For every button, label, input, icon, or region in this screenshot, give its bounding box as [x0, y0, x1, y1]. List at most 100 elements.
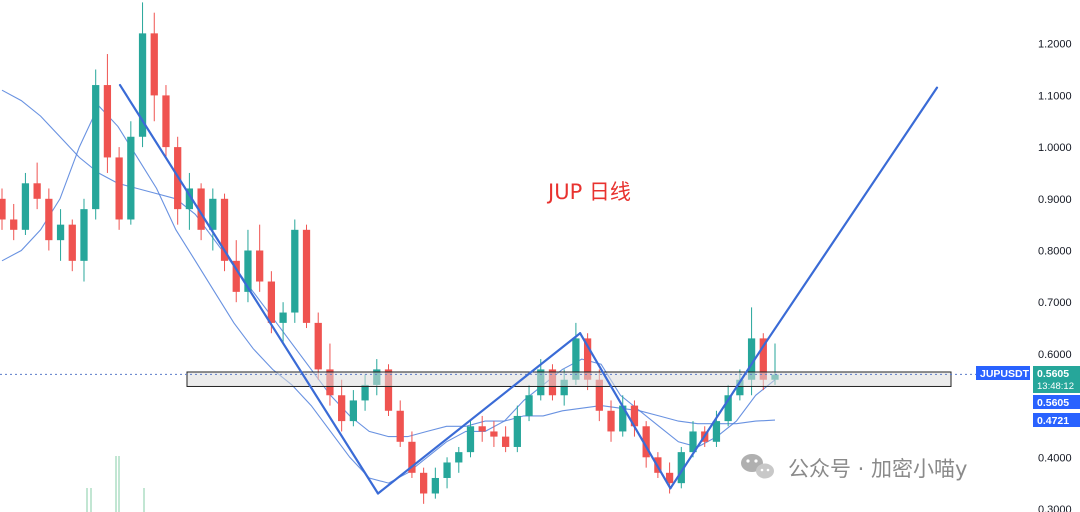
candle-body [583, 338, 592, 380]
candle-body [384, 369, 393, 411]
watermark-text: 公众号 · 加密小喵y [788, 457, 967, 481]
candle [0, 188, 6, 230]
volume-bar [143, 488, 145, 512]
candle-body [630, 405, 639, 427]
candle-body [736, 379, 744, 396]
candle-body [92, 85, 100, 210]
candle-body [560, 379, 568, 396]
candle-body [45, 198, 53, 241]
resistance-zone [0, 371, 1028, 387]
ma-value-badge: 0.5605 [1033, 395, 1080, 409]
candle-body [665, 472, 674, 484]
candle [232, 240, 240, 303]
moving-averages [1, 89, 776, 484]
ma2-value-label: 0.4721 [1037, 415, 1069, 427]
candle [162, 85, 170, 158]
candle [33, 162, 41, 210]
candle [349, 390, 357, 427]
watermark: 公众号 · 加密小喵y [741, 454, 967, 481]
candle-body [279, 312, 287, 323]
candle-body [0, 198, 6, 220]
candle-body [478, 426, 486, 432]
symbol-badge: JUPUSDT [976, 366, 1030, 380]
candle-body [677, 452, 685, 484]
candle-body [80, 209, 88, 261]
volume-bar [118, 456, 120, 512]
candle-body [712, 421, 721, 442]
candle-body [150, 33, 158, 96]
last-price-badge: 0.5605 13:48:12 [1033, 366, 1080, 393]
candle [56, 209, 65, 261]
candle [689, 421, 697, 458]
trendlines [118, 83, 939, 495]
candle [21, 172, 30, 235]
candle-body [33, 183, 41, 199]
candle-body [291, 229, 299, 313]
candle [525, 384, 533, 422]
candle-body [10, 219, 18, 230]
last-price-badge-bg [1033, 366, 1080, 393]
y-tick-label: 0.4000 [1038, 452, 1072, 464]
candle [209, 188, 217, 251]
candle [478, 415, 486, 442]
candle [103, 54, 112, 173]
candles [0, 2, 779, 512]
candle [256, 224, 264, 292]
candle [45, 188, 53, 251]
candle [92, 69, 100, 220]
candle-body [490, 431, 498, 437]
candle [279, 302, 287, 344]
trendline-segment [578, 332, 672, 490]
candle [443, 457, 451, 489]
candle-body [513, 415, 521, 447]
candle-body [302, 229, 311, 323]
y-tick-label: 0.9000 [1038, 194, 1072, 206]
candle [150, 12, 158, 122]
symbol-label: JUPUSDT [980, 368, 1030, 380]
candle [338, 379, 346, 432]
candle [501, 426, 510, 453]
candle [80, 198, 88, 282]
candle [68, 219, 76, 272]
candle-body [747, 338, 756, 380]
candle-body [724, 395, 732, 422]
volume-bar [90, 488, 92, 512]
candle [630, 400, 639, 437]
candle-body [338, 395, 346, 422]
candle-body [619, 405, 627, 432]
candle-body [314, 322, 322, 370]
candle-body [759, 338, 767, 380]
candle [724, 384, 732, 427]
candle [513, 405, 521, 453]
candle-body [396, 410, 404, 442]
candle-body [232, 260, 240, 292]
candle-body [431, 477, 439, 494]
y-tick-label: 0.6000 [1038, 349, 1072, 361]
candle-body [162, 95, 170, 148]
trendline-segment [763, 86, 939, 345]
candle [619, 395, 627, 437]
price-axis: 1.2000 1.1000 1.0000 0.9000 0.8000 0.7000 0.60… [1038, 39, 1072, 512]
y-tick-label: 0.8000 [1038, 246, 1072, 258]
candle-body [420, 472, 428, 494]
ma-value-label: 0.5605 [1037, 397, 1069, 409]
candle [408, 431, 416, 478]
candle [420, 467, 428, 504]
candle [127, 121, 135, 225]
volume-bar [86, 488, 88, 512]
candle [677, 446, 685, 489]
candle-body [361, 384, 369, 401]
candle [115, 147, 123, 230]
candle-body [197, 188, 205, 230]
candle [244, 229, 252, 303]
candle-body [256, 250, 264, 282]
candle-body [595, 379, 603, 411]
ma-value-badge-bg [1033, 395, 1080, 409]
candle [291, 219, 299, 323]
candle-body [408, 441, 416, 473]
zone-box [186, 371, 952, 387]
symbol-badge-bg [976, 366, 1030, 380]
candle-body [68, 224, 76, 261]
candle-body [642, 426, 650, 458]
